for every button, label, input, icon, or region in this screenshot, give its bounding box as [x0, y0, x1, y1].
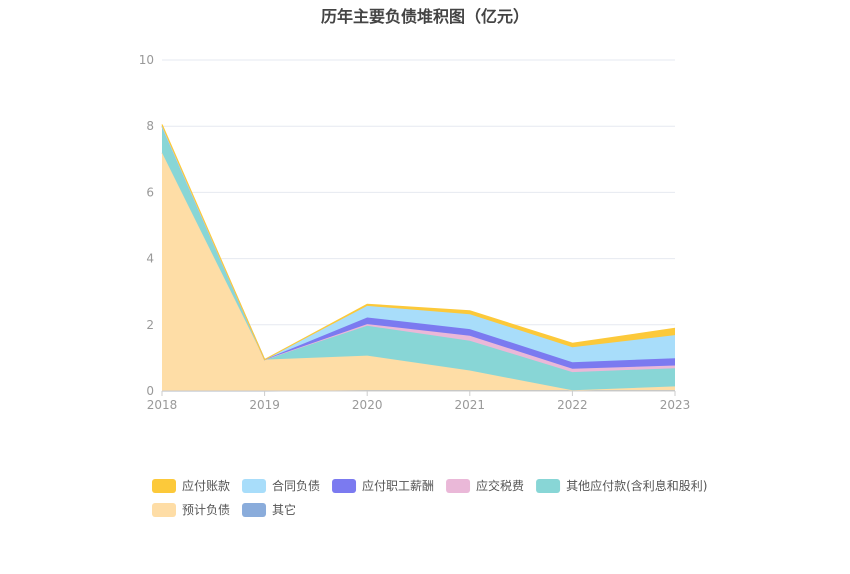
y-tick-label: 8 [146, 119, 154, 133]
y-tick-label: 0 [146, 384, 154, 398]
x-tick-label: 2023 [660, 398, 691, 412]
series-line [161, 124, 676, 361]
y-tick-label: 10 [139, 53, 154, 67]
legend-item[interactable]: 其它 [242, 502, 296, 517]
x-tick-label: 2019 [249, 398, 280, 412]
x-tick-label: 2020 [352, 398, 383, 412]
axes: 2018 2019 2020 2021 2022 2023 [147, 390, 691, 412]
x-tick-label: 2018 [147, 398, 178, 412]
legend-label: 应交税费 [476, 478, 524, 493]
legend-label: 其他应付款(含利息和股利) [566, 478, 707, 493]
legend-swatch [242, 503, 267, 517]
y-tick-label: 4 [146, 252, 154, 266]
legend-label: 预计负债 [182, 503, 230, 517]
x-tick-label: 2021 [455, 398, 486, 412]
chart-title: 历年主要负债堆积图（亿元） [320, 7, 529, 26]
legend-swatch [152, 479, 176, 493]
legend-item[interactable]: 应付账款 [152, 478, 230, 493]
legend-swatch [536, 479, 561, 493]
legend-swatch [242, 479, 267, 493]
legend-label: 应付职工薪酬 [362, 478, 434, 493]
legend-item[interactable]: 预计负债 [152, 503, 230, 517]
legend-item[interactable]: 应付职工薪酬 [332, 478, 434, 493]
legend-swatch [152, 503, 176, 517]
legend-label: 应付账款 [182, 478, 230, 493]
area-series [161, 124, 676, 392]
legend-item[interactable]: 应交税费 [446, 478, 524, 493]
legend-label: 其它 [272, 502, 296, 517]
area-series-1 [162, 126, 675, 363]
legend-item[interactable]: 合同负债 [242, 478, 320, 493]
area-series-5 [162, 152, 675, 391]
legend-item[interactable]: 其他应付款(含利息和股利) [536, 478, 707, 493]
legend-label: 合同负债 [272, 478, 320, 493]
legend: 应付账款 合同负债 应付职工薪酬 应交税费 其他应付款(含利息和股利) 预计负债 其它 [152, 478, 707, 517]
x-tick-label: 2022 [557, 398, 588, 412]
legend-swatch [332, 479, 357, 493]
y-tick-label: 2 [146, 318, 154, 332]
area-series-4 [162, 126, 675, 391]
y-tick-label: 6 [146, 185, 154, 199]
legend-swatch [446, 479, 471, 493]
